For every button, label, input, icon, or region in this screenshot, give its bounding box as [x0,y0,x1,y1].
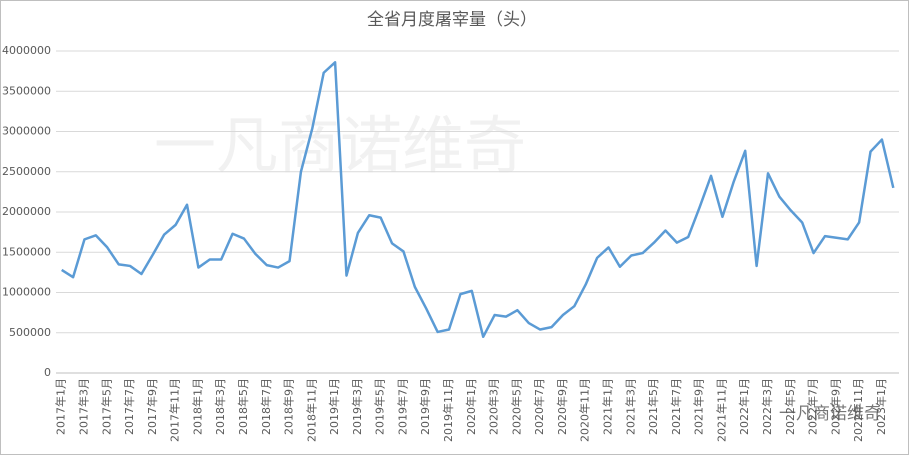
x-tick-label: 2022年9月 [828,378,842,435]
x-tick-label: 2020年5月 [509,378,523,435]
y-tick-label: 4000000 [2,44,51,57]
x-tick-label: 2017年11月 [168,378,182,442]
x-tick-label: 2022年7月 [806,378,820,435]
y-tick-label: 3000000 [2,125,51,138]
y-tick-label: 2500000 [2,165,51,178]
x-tick-label: 2021年11月 [714,378,728,442]
x-tick-label: 2018年11月 [304,378,318,442]
x-tick-label: 2020年3月 [487,378,501,435]
x-tick-label: 2018年1月 [190,378,204,435]
y-tick-label: 0 [44,366,51,379]
x-tick-label: 2020年7月 [532,378,546,435]
x-tick-label: 2017年1月 [54,378,68,435]
y-tick-label: 1500000 [2,245,51,258]
x-tick-label: 2017年3月 [76,378,90,435]
badge: 一凡商诺维奇 [779,404,881,424]
x-tick-label: 2019年7月 [395,378,409,435]
y-tick-label: 3500000 [2,84,51,97]
x-tick-label: 2021年9月 [692,378,706,435]
x-tick-label: 2021年7月 [669,378,683,435]
y-tick-label: 1000000 [2,286,51,299]
x-tick-label: 2021年5月 [646,378,660,435]
x-tick-label: 2021年3月 [623,378,637,435]
x-tick-label: 2018年9月 [282,378,296,435]
x-tick-label: 2022年11月 [851,378,865,442]
x-tick-label: 2018年3月 [213,378,227,435]
x-tick-label: 2018年7月 [259,378,273,435]
x-tick-label: 2019年1月 [327,378,341,435]
y-tick-label: 2000000 [2,205,51,218]
x-tick-label: 2023年1月 [874,378,888,435]
x-tick-label: 2019年11月 [441,378,455,442]
x-tick-label: 2019年5月 [373,378,387,435]
x-tick-label: 2021年1月 [601,378,615,435]
x-tick-label: 2020年1月 [464,378,478,435]
x-tick-label: 2017年7月 [122,378,136,435]
x-tick-label: 2018年5月 [236,378,250,435]
x-tick-label: 2020年9月 [555,378,569,435]
x-tick-label: 2017年5月 [99,378,113,435]
x-tick-label: 2019年3月 [350,378,364,435]
x-tick-label: 2022年1月 [737,378,751,435]
chart-title: 全省月度屠宰量（头） [367,10,537,30]
x-tick-label: 2020年11月 [578,378,592,442]
y-tick-label: 500000 [9,326,51,339]
x-tick-label: 2017年9月 [145,378,159,435]
x-tick-label: 2022年3月 [760,378,774,435]
x-tick-label: 2022年5月 [783,378,797,435]
x-tick-label: 2019年9月 [418,378,432,435]
line-series [61,61,895,339]
